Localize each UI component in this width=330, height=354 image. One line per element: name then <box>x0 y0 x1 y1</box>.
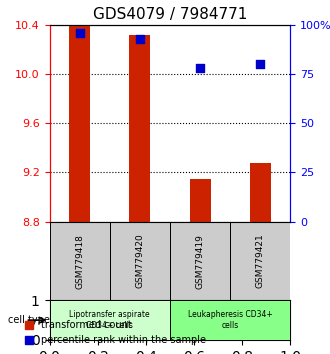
Point <box>197 65 203 71</box>
FancyBboxPatch shape <box>170 222 230 301</box>
FancyBboxPatch shape <box>110 222 170 301</box>
Text: GSM779421: GSM779421 <box>256 234 265 289</box>
FancyBboxPatch shape <box>170 301 290 340</box>
FancyBboxPatch shape <box>230 222 290 301</box>
Text: Lipotransfer aspirate
CD34+ cells: Lipotransfer aspirate CD34+ cells <box>69 310 150 330</box>
Title: GDS4079 / 7984771: GDS4079 / 7984771 <box>93 7 247 22</box>
Point <box>137 36 143 41</box>
Text: GSM779418: GSM779418 <box>75 234 84 289</box>
Bar <box>250 162 271 222</box>
Bar <box>129 35 150 222</box>
Bar <box>69 26 90 222</box>
Point <box>258 61 263 67</box>
Legend: transformed count, percentile rank within the sample: transformed count, percentile rank withi… <box>21 316 210 349</box>
FancyBboxPatch shape <box>50 301 170 340</box>
Text: GSM779420: GSM779420 <box>135 234 144 289</box>
Point <box>77 30 82 35</box>
Text: cell type: cell type <box>8 315 50 325</box>
FancyBboxPatch shape <box>50 222 110 301</box>
Text: Leukapheresis CD34+
cells: Leukapheresis CD34+ cells <box>188 310 273 330</box>
Bar <box>189 179 211 222</box>
Text: GSM779419: GSM779419 <box>196 234 205 289</box>
